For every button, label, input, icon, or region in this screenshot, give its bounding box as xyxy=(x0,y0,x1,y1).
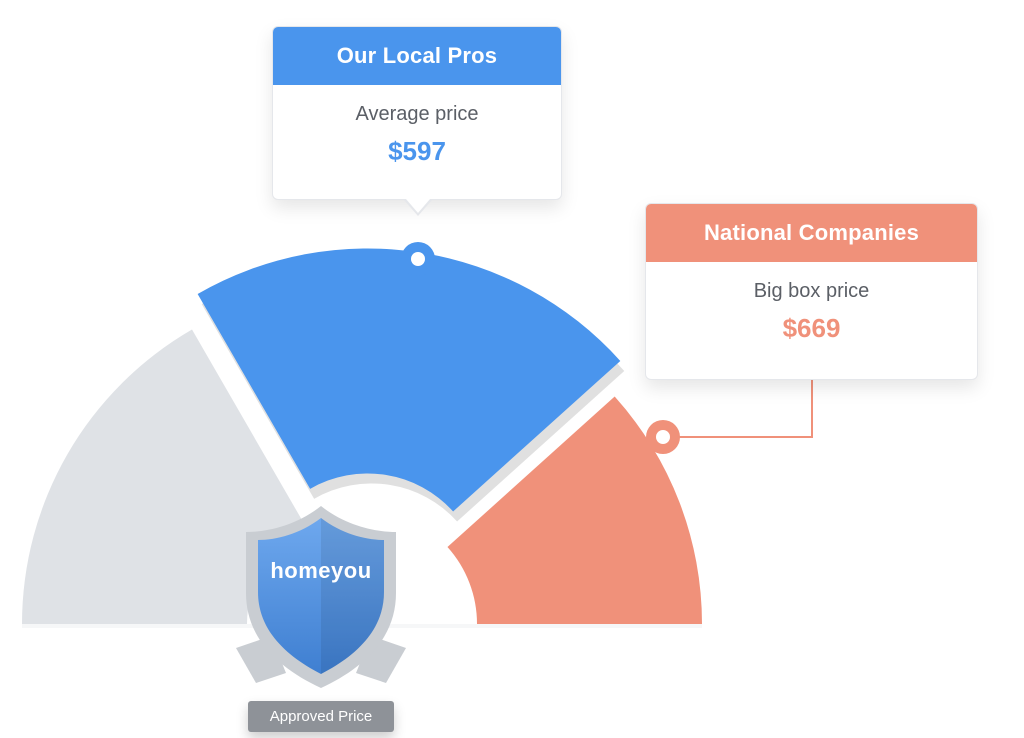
badge-ribbon-label: Approved Price xyxy=(248,701,395,732)
callout-national-price: $669 xyxy=(658,313,965,344)
badge-brand-text: homeyou xyxy=(216,558,426,584)
marker-local-icon xyxy=(395,236,441,282)
price-gauge-infographic: Our Local Pros Average price $597 Nation… xyxy=(0,0,1024,738)
callout-national-label: Big box price xyxy=(658,280,965,303)
callout-local-label: Average price xyxy=(285,103,549,126)
callout-local-pros: Our Local Pros Average price $597 xyxy=(272,26,562,200)
shield-icon xyxy=(216,498,426,703)
callout-local-header: Our Local Pros xyxy=(273,27,561,85)
callout-local-pointer-inner xyxy=(406,199,430,213)
callout-national-companies: National Companies Big box price $669 xyxy=(645,203,978,380)
marker-national-icon xyxy=(640,414,686,460)
callout-national-header: National Companies xyxy=(646,204,977,262)
approved-price-badge: homeyou Approved Price xyxy=(216,498,426,732)
callout-local-price: $597 xyxy=(285,136,549,167)
